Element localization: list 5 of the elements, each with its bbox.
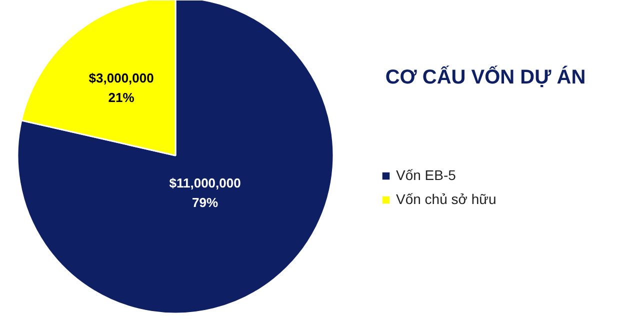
legend-label: Vốn EB-5 (396, 167, 456, 183)
data-label: $11,000,000 79% (169, 175, 241, 210)
data-label: $3,000,000 21% (88, 70, 154, 105)
legend-label: Vốn chủ sở hữu (396, 191, 496, 207)
text: CƠ CẤU VỐN DỰ ÁN (385, 66, 586, 88)
